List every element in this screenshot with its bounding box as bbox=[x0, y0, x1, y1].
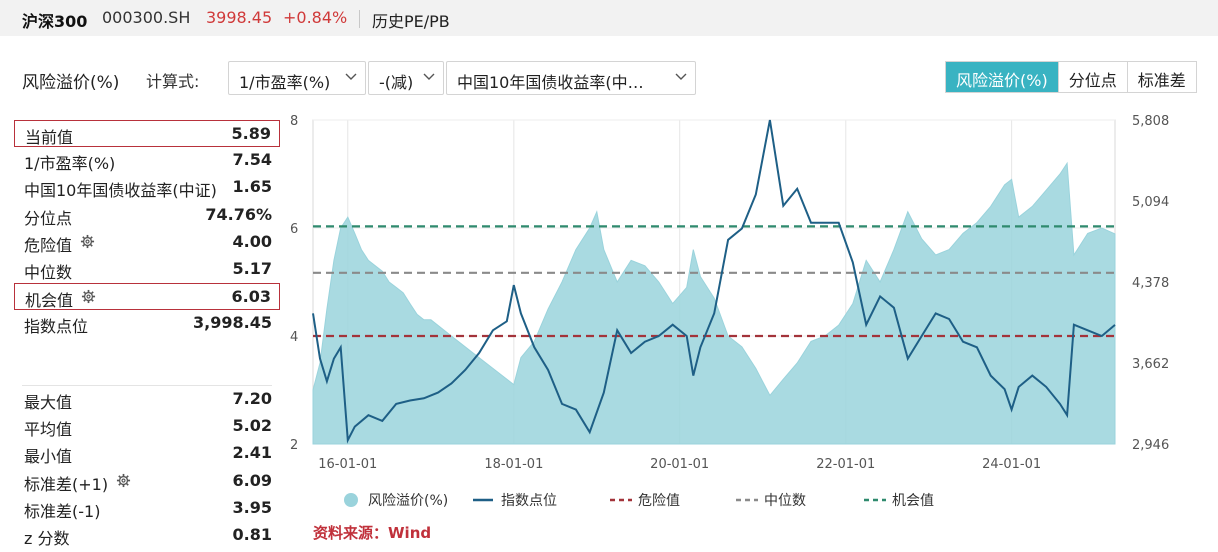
stat-value: 5.89 bbox=[231, 124, 271, 143]
gear-icon[interactable] bbox=[116, 473, 131, 488]
series-risk-premium-area bbox=[312, 161, 1116, 445]
index-name: 沪深300 bbox=[22, 12, 88, 31]
stat-label: 分位点 bbox=[24, 208, 73, 228]
stat-row: 当前值 5.89 bbox=[14, 120, 280, 148]
y-left-tick-label: 4 bbox=[290, 330, 298, 345]
series-index-line bbox=[312, 119, 1116, 444]
stat-extreme-label: z 分数 bbox=[24, 528, 70, 548]
stats-panel-extremes: 最大值 7.20 平均值 5.02 最小值 2.41 标准差(+1) 6.09 标准差(-1) 3… bbox=[14, 386, 280, 549]
gear-icon[interactable] bbox=[81, 289, 96, 304]
y-right-tick-label: 4,378 bbox=[1132, 276, 1169, 291]
legend-index: 指数点位 bbox=[501, 493, 557, 509]
legend-risk-premium: 风险溢价(%) bbox=[368, 493, 448, 509]
index-change: +0.84% bbox=[283, 8, 348, 27]
stat-extreme-label: 标准差(+1) bbox=[24, 474, 109, 494]
x-tick-label: 24-01-01 bbox=[982, 457, 1041, 472]
select-bond-yield[interactable]: 中国10年国债收益率(中… bbox=[446, 61, 696, 95]
stat-extreme-value: 5.02 bbox=[232, 416, 272, 436]
chevron-down-icon bbox=[675, 73, 687, 80]
stat-value: 7.54 bbox=[232, 150, 272, 170]
stat-extreme-row: 最大值 7.20 bbox=[14, 386, 280, 413]
gear-icon[interactable] bbox=[80, 234, 95, 249]
formula-label: 计算式: bbox=[146, 72, 200, 91]
header-divider bbox=[359, 10, 360, 28]
tab-risk-premium[interactable]: 风险溢价(%) bbox=[946, 62, 1058, 92]
legend-danger: 危险值 bbox=[638, 493, 680, 509]
stat-extreme-label: 标准差(-1) bbox=[24, 501, 101, 521]
risk-premium-chart: 2 4 6 8 2,946 3,662 4,378 5,094 5,808 16-01-01 18-… bbox=[290, 114, 1169, 542]
chevron-down-icon bbox=[345, 73, 357, 80]
mode-label[interactable]: 历史PE/PB bbox=[372, 12, 450, 31]
stat-label: 中位数 bbox=[24, 262, 73, 282]
stat-value: 1.65 bbox=[232, 177, 272, 197]
select-bond-yield-value: 中国10年国债收益率(中… bbox=[457, 73, 644, 92]
stat-value: 6.03 bbox=[231, 287, 271, 307]
stat-extreme-row: z 分数 0.81 bbox=[14, 522, 280, 549]
stat-label: 当前值 bbox=[25, 128, 74, 147]
stat-value: 4.00 bbox=[232, 231, 272, 251]
stat-value: 3,998.45 bbox=[193, 313, 272, 333]
y-left-tick-label: 6 bbox=[290, 222, 298, 237]
stat-extreme-label: 最小值 bbox=[24, 447, 73, 467]
index-price: 3998.45 bbox=[206, 8, 273, 27]
stat-row: 中国10年国债收益率(中证) 1.65 bbox=[14, 174, 280, 201]
x-tick-label: 16-01-01 bbox=[318, 457, 377, 472]
stat-label: 机会值 bbox=[25, 291, 74, 311]
stat-extreme-row: 标准差(+1) 6.09 bbox=[14, 468, 280, 495]
stat-extreme-value: 3.95 bbox=[232, 497, 272, 517]
stat-row: 分位点 74.76% bbox=[14, 202, 280, 229]
source-note: 资料来源：Wind bbox=[313, 524, 431, 542]
x-tick-label: 20-01-01 bbox=[650, 457, 709, 472]
stat-extreme-value: 6.09 bbox=[232, 470, 272, 490]
x-tick-label: 22-01-01 bbox=[816, 457, 875, 472]
y-left-tick-label: 8 bbox=[290, 114, 298, 129]
x-tick-label: 18-01-01 bbox=[484, 457, 543, 472]
stat-row: 机会值 6.03 bbox=[14, 283, 280, 311]
stats-divider bbox=[22, 385, 272, 386]
select-operator-value: -(减) bbox=[379, 73, 414, 92]
stat-extreme-row: 标准差(-1) 3.95 bbox=[14, 495, 280, 522]
stat-label: 危险值 bbox=[24, 235, 73, 255]
stat-row: 指数点位 3,998.45 bbox=[14, 310, 280, 337]
y-right-tick-label: 5,808 bbox=[1132, 114, 1169, 129]
select-numerator-value: 1/市盈率(%) bbox=[239, 73, 331, 92]
metric-title: 风险溢价(%) bbox=[22, 73, 120, 93]
tab-percentile[interactable]: 分位点 bbox=[1057, 62, 1127, 92]
index-code: 000300.SH bbox=[102, 8, 191, 27]
stat-extreme-label: 最大值 bbox=[24, 393, 73, 412]
stat-extreme-value: 0.81 bbox=[232, 524, 272, 544]
y-right-tick-label: 3,662 bbox=[1132, 357, 1169, 372]
stat-label: 中国10年国债收益率(中证) bbox=[24, 181, 217, 201]
stat-row: 危险值 4.00 bbox=[14, 229, 280, 256]
y-left-tick-label: 2 bbox=[290, 438, 298, 453]
y-right-tick-label: 2,946 bbox=[1132, 438, 1169, 453]
stat-label: 指数点位 bbox=[24, 317, 89, 337]
view-tabs: 风险溢价(%) 分位点 标准差 bbox=[945, 61, 1197, 93]
top-bar: 沪深300 000300.SH 3998.45 +0.84% 历史PE/PB bbox=[0, 0, 1218, 36]
y-right-tick-label: 5,094 bbox=[1132, 195, 1169, 210]
stat-label: 1/市盈率(%) bbox=[24, 154, 116, 174]
chevron-down-icon bbox=[423, 73, 435, 80]
select-numerator[interactable]: 1/市盈率(%) bbox=[228, 61, 366, 95]
stat-value: 5.17 bbox=[232, 258, 272, 278]
stat-value: 74.76% bbox=[205, 204, 272, 224]
legend-median: 中位数 bbox=[764, 493, 806, 509]
legend-opportunity: 机会值 bbox=[892, 493, 934, 509]
stats-panel: 当前值 5.89 1/市盈率(%) 7.54 中国10年国债收益率(中证) 1.65 分位点… bbox=[14, 120, 280, 338]
stat-extreme-value: 7.20 bbox=[232, 389, 272, 408]
tab-std-dev[interactable]: 标准差 bbox=[1126, 62, 1196, 92]
stat-extreme-value: 2.41 bbox=[232, 443, 272, 463]
stat-row: 中位数 5.17 bbox=[14, 256, 280, 283]
select-operator[interactable]: -(减) bbox=[368, 61, 444, 95]
legend-swatch-area bbox=[344, 493, 358, 507]
stat-extreme-row: 最小值 2.41 bbox=[14, 440, 280, 467]
stat-extreme-label: 平均值 bbox=[24, 420, 73, 440]
stat-row: 1/市盈率(%) 7.54 bbox=[14, 147, 280, 174]
stat-extreme-row: 平均值 5.02 bbox=[14, 413, 280, 440]
